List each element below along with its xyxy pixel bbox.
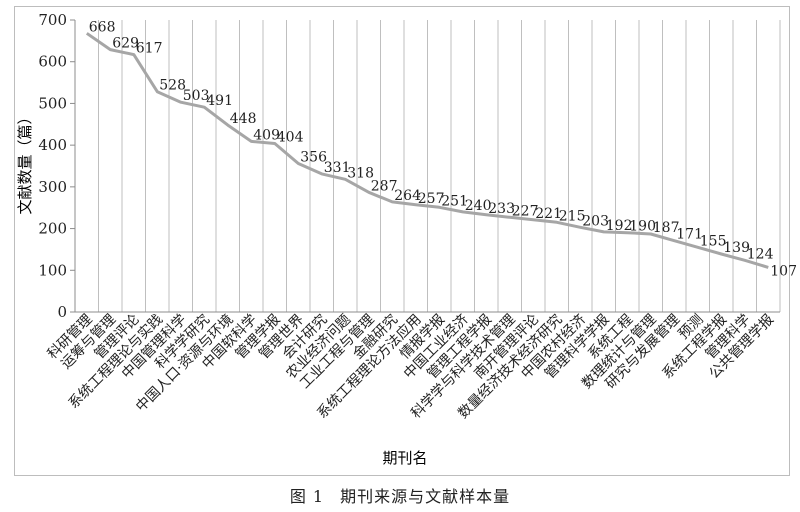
data-label: 331 bbox=[324, 160, 351, 176]
data-label: 251 bbox=[441, 193, 468, 209]
y-tick-label: 600 bbox=[38, 53, 67, 71]
data-label: 107 bbox=[770, 263, 797, 279]
data-label: 409 bbox=[253, 127, 280, 143]
y-tick-label: 300 bbox=[38, 178, 67, 196]
line-chart: 0 100 200 300 400 500 600 700 科研管理运筹与管理管理评论系统工程… bbox=[16, 11, 797, 467]
y-tick-labels: 0 100 200 300 400 500 600 700 bbox=[38, 11, 67, 321]
figure-caption-text: 期刊来源与文献样本量 bbox=[340, 487, 511, 506]
data-label: 124 bbox=[747, 246, 774, 262]
data-label: 221 bbox=[535, 206, 562, 222]
y-tick-label: 100 bbox=[38, 261, 67, 279]
data-label: 139 bbox=[723, 240, 750, 256]
gridlines bbox=[74, 20, 781, 312]
axes bbox=[70, 19, 780, 313]
data-label: 187 bbox=[653, 220, 680, 236]
series-line bbox=[85, 32, 769, 269]
y-axis-title: 文献数量（篇） bbox=[16, 109, 34, 214]
data-label: 264 bbox=[394, 188, 421, 204]
data-label: 668 bbox=[89, 19, 116, 35]
data-label: 227 bbox=[512, 203, 539, 219]
data-label: 287 bbox=[371, 178, 398, 194]
series bbox=[85, 32, 769, 269]
figure-caption: 图 1 期刊来源与文献样本量 bbox=[0, 483, 800, 507]
y-tick-label: 700 bbox=[38, 11, 67, 29]
data-label: 240 bbox=[465, 198, 492, 214]
data-label: 155 bbox=[700, 233, 727, 249]
data-label: 318 bbox=[347, 165, 374, 181]
chart-frame bbox=[14, 6, 790, 476]
data-label: 192 bbox=[606, 218, 633, 234]
data-label: 257 bbox=[418, 191, 445, 207]
x-axis-title: 期刊名 bbox=[382, 449, 427, 467]
data-label: 404 bbox=[277, 129, 304, 145]
data-label: 215 bbox=[559, 208, 586, 224]
data-label: 203 bbox=[582, 213, 609, 229]
y-tick-label: 400 bbox=[38, 136, 67, 154]
data-label: 233 bbox=[488, 201, 515, 217]
y-tick-label: 0 bbox=[57, 303, 67, 321]
data-label: 171 bbox=[676, 227, 703, 243]
data-label: 629 bbox=[112, 36, 139, 52]
data-label: 617 bbox=[136, 41, 163, 57]
data-label: 528 bbox=[159, 78, 186, 94]
figure-number: 图 1 bbox=[289, 487, 325, 506]
y-tick-label: 200 bbox=[38, 220, 67, 238]
data-labels: 6686296175285034914484094043563313182872… bbox=[89, 19, 797, 279]
data-label: 503 bbox=[183, 88, 210, 104]
data-label: 356 bbox=[300, 149, 327, 165]
x-tick-labels: 科研管理运筹与管理管理评论系统工程理论与实践中国管理科学科学学研究中国人口·资源… bbox=[45, 311, 777, 422]
y-tick-label: 500 bbox=[38, 94, 67, 112]
data-label: 448 bbox=[230, 111, 257, 127]
data-label: 491 bbox=[206, 93, 233, 109]
data-label: 190 bbox=[629, 219, 656, 235]
